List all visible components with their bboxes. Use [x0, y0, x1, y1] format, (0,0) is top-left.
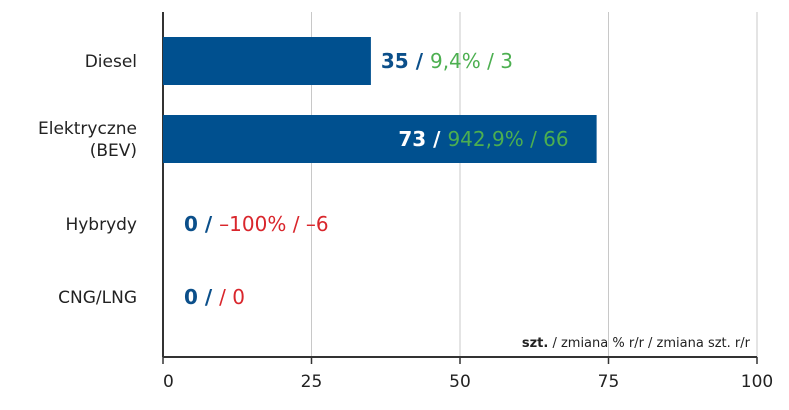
data-label-pct: 942,9%	[447, 127, 530, 151]
data-label: 35 / 9,4% / 3	[381, 49, 513, 73]
bar	[163, 37, 371, 85]
data-label-count: 0	[184, 285, 205, 309]
data-label-diff: / 66	[530, 127, 569, 151]
data-label-sep: /	[205, 285, 219, 309]
category-label: Elektryczne (BEV)	[38, 119, 137, 161]
category-label: Hybrydy	[65, 215, 137, 235]
data-label-count: 0	[184, 212, 205, 236]
x-tick-label: 0	[163, 372, 174, 392]
data-label: 0 / / 0	[184, 285, 245, 309]
unit-note: szt. / zmiana % r/r / zmiana szt. r/r	[522, 336, 751, 351]
data-label-diff: / 0	[219, 285, 245, 309]
category-label: CNG/LNG	[58, 288, 137, 308]
x-tick-label: 100	[741, 372, 773, 392]
data-label-count: 35	[381, 49, 416, 73]
data-label-diff: / 3	[487, 49, 513, 73]
x-tick-label: 25	[301, 372, 323, 392]
category-label-line: Elektryczne	[38, 119, 137, 139]
x-tick-label: 50	[449, 372, 471, 392]
x-tick-label: 75	[598, 372, 620, 392]
data-label: 73 / 942,9% / 66	[398, 127, 568, 151]
category-label-line: Diesel	[85, 52, 137, 72]
category-label: Diesel	[85, 52, 137, 72]
data-label-sep: /	[205, 212, 219, 236]
category-label-line: CNG/LNG	[58, 288, 137, 308]
data-label-pct: 9,4%	[430, 49, 487, 73]
data-label-diff: / –6	[293, 212, 329, 236]
category-label-line: (BEV)	[90, 141, 137, 161]
data-label-pct: –100%	[219, 212, 293, 236]
data-label-sep: /	[433, 127, 447, 151]
data-label-sep: /	[416, 49, 430, 73]
bar	[163, 115, 597, 163]
unit-note-rest: / zmiana % r/r / zmiana szt. r/r	[548, 336, 750, 351]
data-label: 0 / –100% / –6	[184, 212, 329, 236]
data-label-count: 73	[398, 127, 433, 151]
unit-note-bold: szt.	[522, 336, 548, 351]
category-label-line: Hybrydy	[65, 215, 137, 235]
